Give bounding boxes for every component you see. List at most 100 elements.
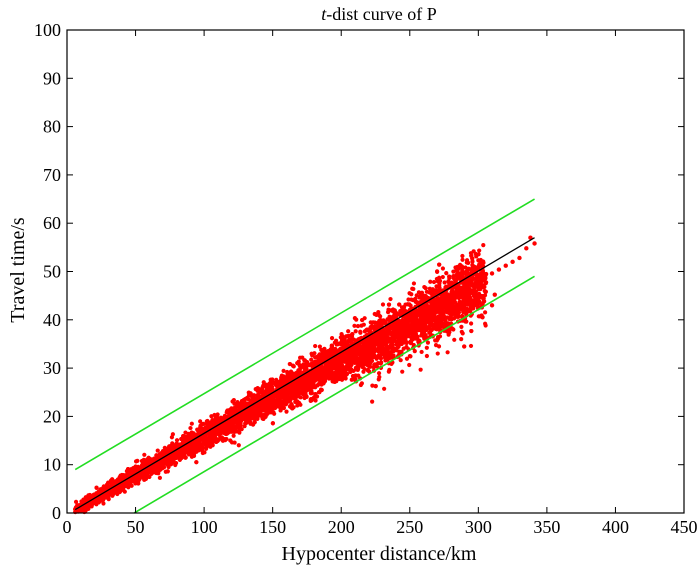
scatter-point — [268, 380, 273, 385]
scatter-point — [452, 274, 457, 279]
scatter-point — [284, 409, 289, 414]
scatter-point — [234, 424, 239, 429]
scatter-point — [258, 394, 263, 399]
scatter-point — [94, 500, 99, 505]
scatter-point — [459, 329, 464, 334]
scatter-point — [425, 340, 431, 345]
scatter-point — [305, 380, 310, 385]
scatter-point — [423, 303, 428, 309]
scatter-point — [378, 361, 383, 366]
scatter-point — [444, 271, 449, 276]
scatter-point — [165, 469, 170, 474]
scatter-point — [376, 323, 381, 329]
scatter-point — [313, 343, 318, 349]
scatter-point — [464, 310, 469, 316]
scatter-point — [146, 469, 151, 474]
scatter-point — [248, 398, 253, 403]
scatter-point — [404, 356, 410, 361]
scatter-point — [308, 384, 313, 390]
scatter-point — [370, 320, 376, 325]
scatter-point — [284, 392, 290, 397]
scatter-point — [460, 253, 465, 259]
scatter-point — [136, 478, 141, 483]
scatter-point — [209, 414, 214, 419]
scatter-point — [201, 426, 206, 431]
scatter-point — [459, 337, 464, 342]
scatter-point — [447, 274, 452, 279]
scatter-point — [323, 349, 328, 354]
scatter-point — [304, 394, 309, 399]
scatter-point — [170, 457, 176, 462]
scatter-point — [287, 361, 292, 367]
scatter-point — [397, 302, 402, 307]
scatter-point — [243, 420, 249, 425]
scatter-point — [300, 384, 305, 389]
scatter-point — [398, 337, 403, 342]
scatter-point — [271, 400, 276, 405]
scatter-point — [229, 440, 235, 445]
scatter-point — [281, 405, 286, 411]
scatter-point — [330, 371, 335, 376]
scatter-point — [414, 300, 419, 305]
scatter-point — [209, 442, 214, 447]
scatter-point — [73, 499, 79, 504]
scatter-point — [345, 363, 350, 368]
scatter-point — [356, 364, 361, 369]
scatter-point — [483, 321, 488, 326]
scatter-point — [469, 321, 474, 326]
scatter-point — [410, 326, 415, 331]
scatter-point — [252, 420, 257, 425]
scatter-point — [456, 295, 462, 301]
scatter-point — [174, 441, 179, 446]
scatter-point — [476, 300, 481, 305]
scatter-point — [339, 363, 344, 368]
scatter-point — [270, 406, 275, 411]
scatter-point — [356, 373, 361, 378]
scatter-point — [338, 373, 343, 378]
scatter-point — [107, 491, 113, 496]
scatter-point — [335, 365, 340, 371]
scatter-point — [348, 369, 353, 375]
scatter-point — [464, 298, 469, 304]
scatter-point — [317, 344, 322, 349]
scatter-points — [73, 235, 537, 515]
scatter-point — [377, 374, 382, 380]
scatter-point — [370, 383, 375, 388]
scatter-point — [188, 425, 193, 431]
scatter-point — [301, 392, 306, 397]
scatter-point — [201, 439, 206, 445]
scatter-point — [365, 355, 371, 360]
scatter-point — [246, 390, 251, 395]
scatter-point — [265, 389, 270, 394]
scatter-point — [394, 342, 399, 347]
scatter-point — [446, 332, 451, 337]
scatter-point — [393, 309, 398, 315]
scatter-point — [403, 339, 408, 344]
scatter-point — [313, 392, 318, 397]
scatter-point — [296, 359, 301, 364]
scatter-point — [350, 332, 355, 337]
scatter-point — [375, 364, 380, 369]
scatter-point — [428, 279, 433, 284]
scatter-point — [386, 302, 392, 307]
scatter-point — [354, 359, 359, 364]
scatter-point — [205, 421, 210, 426]
scatter-point — [472, 266, 477, 271]
scatter-point — [251, 394, 256, 399]
scatter-point — [431, 322, 436, 327]
scatter-point — [334, 355, 340, 360]
scatter-point — [98, 487, 103, 492]
scatter-point — [253, 387, 258, 392]
scatter-point — [370, 399, 375, 404]
scatter-point — [281, 401, 286, 406]
scatter-point — [481, 243, 486, 248]
scatter-point — [430, 289, 435, 294]
scatter-point — [412, 334, 417, 340]
scatter-point — [339, 332, 344, 337]
scatter-point — [206, 439, 211, 444]
scatter-point — [458, 289, 464, 294]
scatter-point — [435, 335, 441, 340]
scatter-point — [313, 398, 318, 403]
scatter-point — [216, 437, 222, 442]
scatter-point — [437, 275, 442, 281]
